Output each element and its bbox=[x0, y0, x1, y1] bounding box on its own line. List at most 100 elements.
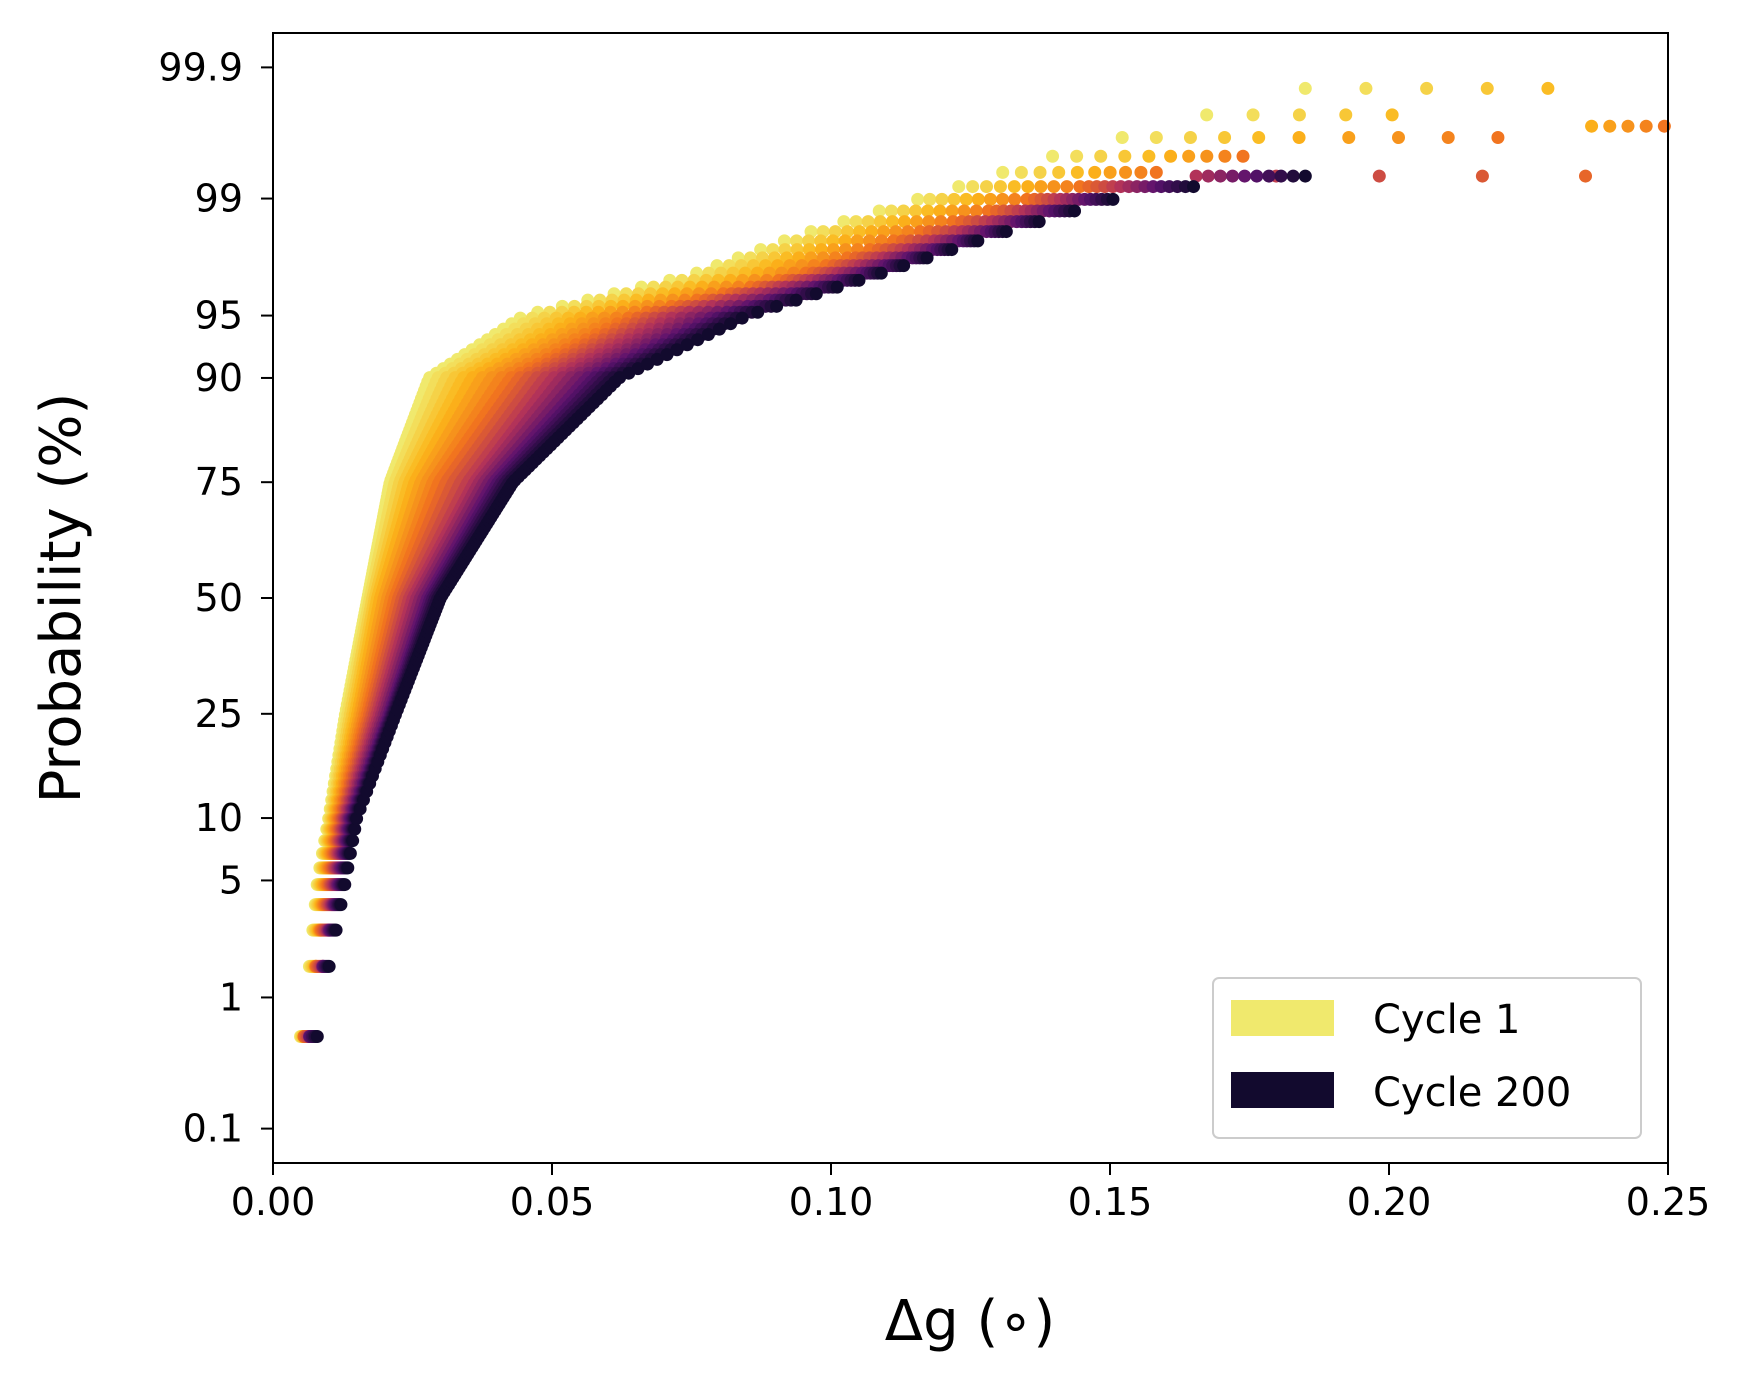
data-point bbox=[1183, 130, 1197, 144]
data-point bbox=[980, 180, 994, 194]
x-axis-ticks: 0.00 0.05 0.10 0.15 0.20 0.25 bbox=[231, 1163, 1710, 1224]
data-point bbox=[1046, 149, 1060, 163]
data-point bbox=[898, 215, 912, 229]
data-point bbox=[1359, 81, 1373, 95]
x-tick-label: 0.15 bbox=[1068, 1180, 1153, 1224]
data-point bbox=[770, 299, 784, 313]
data-point bbox=[346, 834, 360, 848]
data-point bbox=[1068, 204, 1082, 218]
data-point bbox=[837, 215, 851, 229]
data-point bbox=[1142, 149, 1156, 163]
data-point bbox=[909, 204, 923, 218]
data-point bbox=[1118, 149, 1132, 163]
data-point bbox=[935, 192, 949, 206]
data-point bbox=[751, 305, 765, 319]
series-group bbox=[310, 169, 1312, 1043]
series-group bbox=[299, 169, 1489, 1043]
data-point bbox=[861, 215, 875, 229]
data-point bbox=[885, 215, 899, 229]
legend-swatch-cycle-1 bbox=[1231, 1000, 1334, 1036]
data-point bbox=[999, 225, 1013, 239]
data-point bbox=[1200, 108, 1214, 122]
y-tick-label: 0.1 bbox=[183, 1107, 243, 1151]
y-tick-label: 1 bbox=[219, 975, 243, 1019]
y-tick-label: 99 bbox=[195, 177, 243, 221]
y-tick-label: 75 bbox=[195, 460, 243, 504]
data-point bbox=[1603, 119, 1617, 133]
data-point bbox=[1060, 180, 1074, 194]
y-tick-label: 95 bbox=[195, 294, 243, 338]
data-point bbox=[1475, 169, 1489, 183]
data-point bbox=[1621, 119, 1635, 133]
data-point bbox=[1115, 130, 1129, 144]
data-point bbox=[1007, 180, 1021, 194]
data-point bbox=[712, 322, 726, 336]
y-tick-label: 99.9 bbox=[158, 45, 243, 89]
y-tick-label: 5 bbox=[219, 858, 243, 902]
data-point bbox=[1420, 81, 1434, 95]
data-point bbox=[1134, 165, 1148, 179]
x-tick-label: 0.05 bbox=[510, 1180, 595, 1224]
data-point bbox=[910, 215, 924, 229]
data-point bbox=[1106, 192, 1120, 206]
data-point bbox=[873, 215, 887, 229]
data-point bbox=[923, 192, 937, 206]
data-point bbox=[1639, 119, 1653, 133]
data-point bbox=[1250, 169, 1264, 183]
data-point bbox=[338, 878, 352, 892]
x-tick-label: 0.00 bbox=[231, 1180, 316, 1224]
series-group bbox=[301, 169, 1386, 1043]
data-point bbox=[691, 333, 705, 347]
data-point bbox=[1149, 130, 1163, 144]
y-tick-label: 10 bbox=[195, 796, 243, 840]
data-point bbox=[1032, 215, 1046, 229]
data-point bbox=[660, 348, 674, 362]
data-point bbox=[966, 180, 980, 194]
data-point bbox=[343, 846, 357, 860]
data-point bbox=[1298, 169, 1312, 183]
data-point bbox=[1342, 130, 1356, 144]
data-point bbox=[1218, 130, 1232, 144]
data-point bbox=[1149, 165, 1163, 179]
data-point bbox=[1274, 169, 1288, 183]
data-point bbox=[1579, 169, 1593, 183]
data-point bbox=[920, 251, 934, 265]
data-point bbox=[329, 923, 343, 937]
data-point bbox=[1441, 130, 1455, 144]
data-point bbox=[1292, 130, 1306, 144]
data-point bbox=[735, 311, 749, 325]
data-point bbox=[1201, 169, 1215, 183]
data-point bbox=[996, 165, 1010, 179]
series-group bbox=[298, 169, 1593, 1043]
legend-label-cycle-200: Cycle 200 bbox=[1373, 1070, 1571, 1116]
data-point bbox=[945, 243, 959, 257]
x-axis-label: Δg (∘) bbox=[885, 1289, 1055, 1354]
data-point bbox=[1021, 180, 1035, 194]
data-point bbox=[971, 234, 985, 248]
data-point bbox=[921, 204, 935, 218]
data-point bbox=[957, 204, 971, 218]
data-point bbox=[1073, 180, 1087, 194]
x-tick-label: 0.10 bbox=[789, 1180, 874, 1224]
scatter-points-layer bbox=[294, 81, 1671, 1043]
y-axis-label: Probability (%) bbox=[29, 393, 94, 804]
series-group bbox=[297, 119, 1617, 1043]
data-point bbox=[1200, 149, 1214, 163]
x-tick-label: 0.20 bbox=[1347, 1180, 1432, 1224]
data-point bbox=[947, 192, 961, 206]
data-point bbox=[1213, 169, 1227, 183]
data-point bbox=[310, 1029, 324, 1043]
data-point bbox=[1585, 119, 1599, 133]
data-point bbox=[1033, 165, 1047, 179]
data-point bbox=[1094, 149, 1108, 163]
data-point bbox=[680, 338, 694, 352]
data-point bbox=[1246, 108, 1260, 122]
legend-swatch-cycle-200 bbox=[1231, 1072, 1334, 1108]
data-point bbox=[1236, 149, 1250, 163]
data-point bbox=[1491, 130, 1505, 144]
data-point bbox=[933, 204, 947, 218]
data-point bbox=[945, 204, 959, 218]
y-axis-ticks: 0.1 1 5 10 25 50 75 90 95 99 99.9 bbox=[158, 45, 273, 1151]
y-tick-label: 50 bbox=[195, 576, 243, 620]
data-point bbox=[1103, 165, 1117, 179]
